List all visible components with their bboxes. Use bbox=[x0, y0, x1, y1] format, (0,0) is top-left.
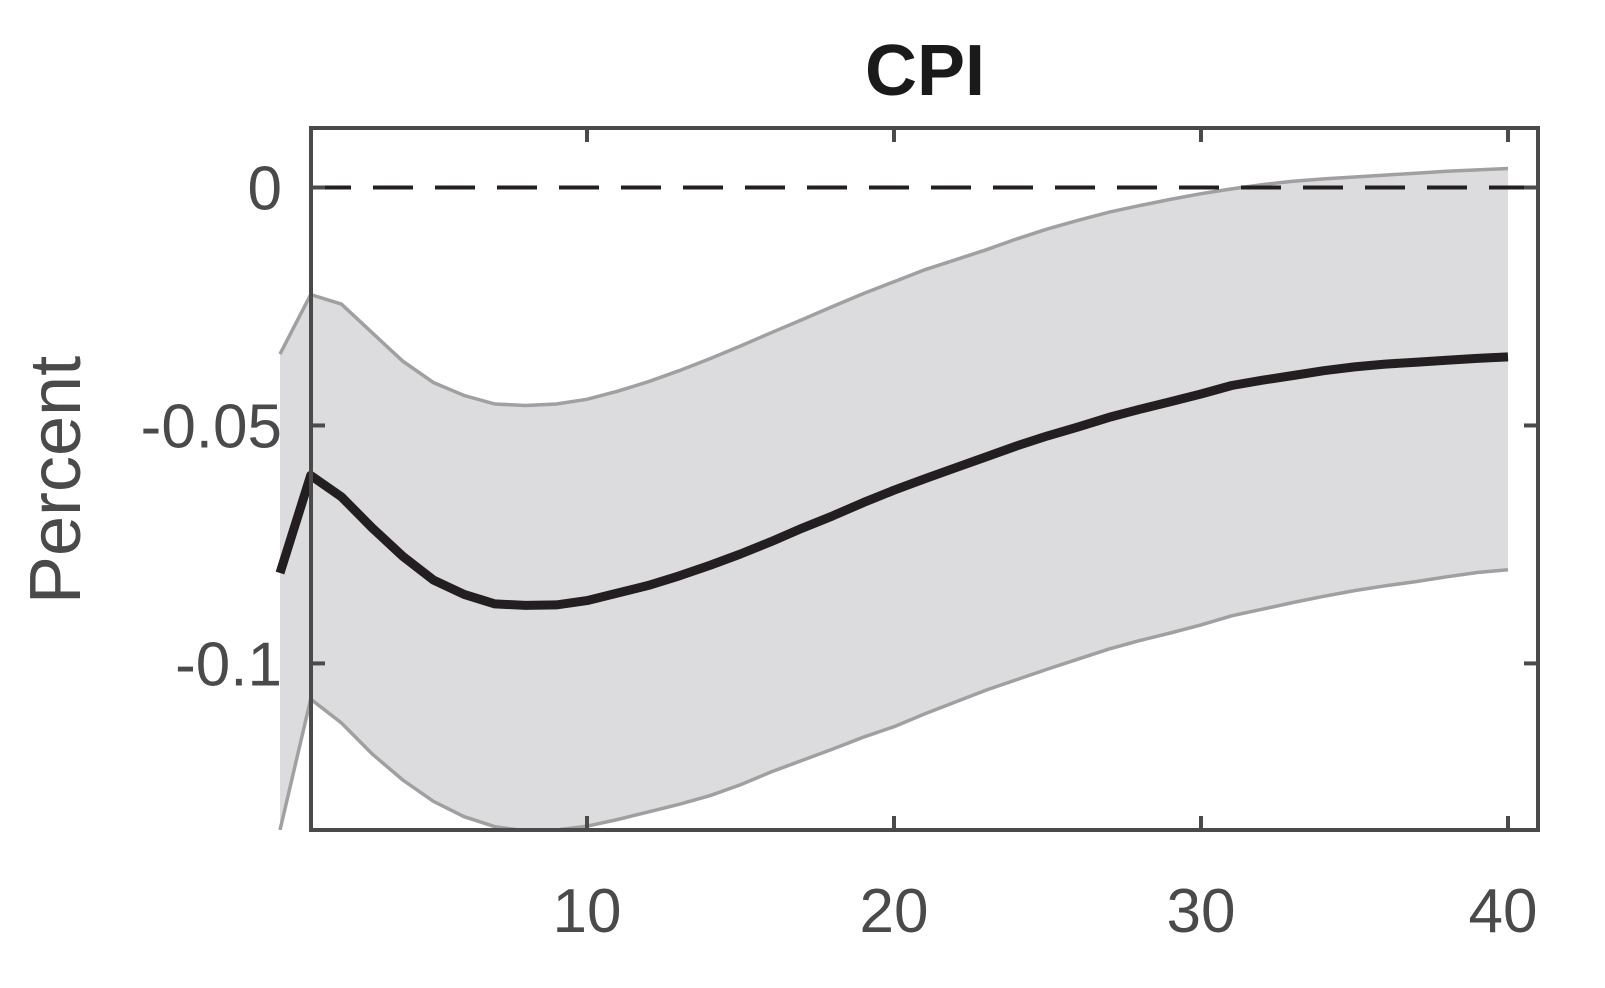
x-tick-label-10: 10 bbox=[553, 877, 622, 946]
y-axis-label: Percent bbox=[16, 356, 96, 604]
x-tick-label-30: 30 bbox=[1167, 877, 1236, 946]
right-cover bbox=[1538, 0, 1605, 988]
chart-title: CPI bbox=[865, 31, 985, 111]
x-tick-label-20: 20 bbox=[860, 877, 929, 946]
lower-band-line bbox=[278, 567, 1509, 833]
x-tick-label-40: 40 bbox=[1469, 877, 1538, 946]
x-axis: 10 20 30 40 bbox=[553, 128, 1538, 946]
bottom-cover bbox=[0, 830, 1605, 988]
confidence-band bbox=[280, 168, 1508, 831]
y-tick-label-1: -0.05 bbox=[141, 392, 282, 461]
upper-band-line bbox=[278, 166, 1509, 408]
median-response-line bbox=[275, 352, 1509, 610]
plot-area bbox=[275, 166, 1538, 833]
y-tick-label-2: -0.1 bbox=[175, 630, 282, 699]
plot-frame bbox=[309, 126, 1540, 832]
y-tick-label-0: 0 bbox=[248, 154, 282, 223]
y-axis: 0 -0.05 -0.1 bbox=[141, 154, 1538, 699]
top-cover bbox=[0, 0, 1605, 128]
